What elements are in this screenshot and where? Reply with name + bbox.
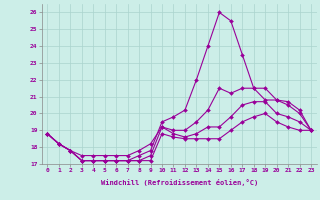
X-axis label: Windchill (Refroidissement éolien,°C): Windchill (Refroidissement éolien,°C) xyxy=(100,179,258,186)
